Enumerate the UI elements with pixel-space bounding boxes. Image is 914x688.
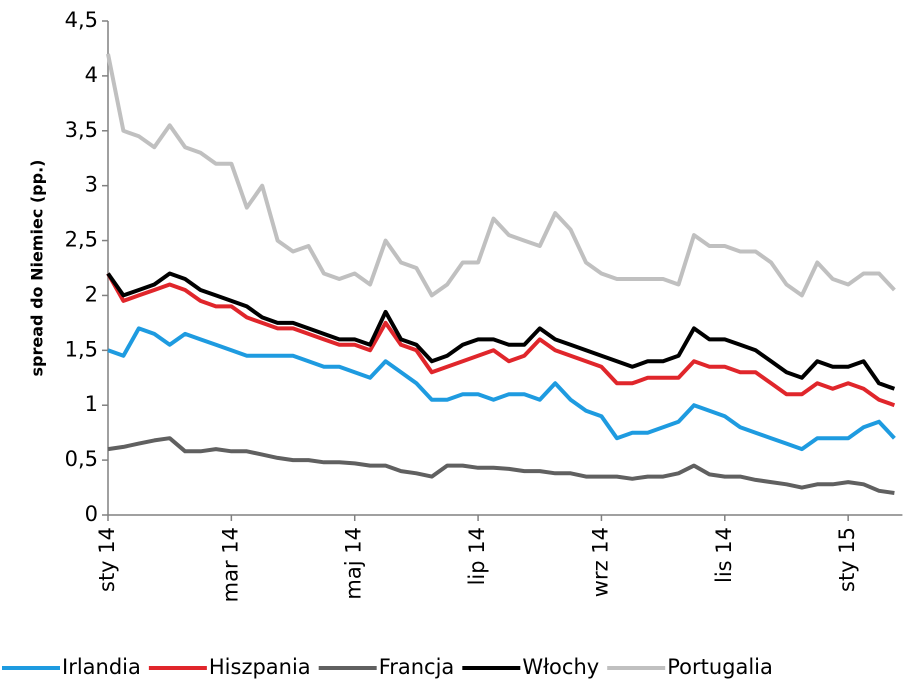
- y-tick-label: 2,5: [65, 228, 98, 252]
- series-line: [106, 272, 896, 408]
- series-line: [106, 271, 896, 391]
- y-tick-label: 1,5: [65, 337, 98, 361]
- y-tick-label: 3,5: [65, 118, 98, 142]
- y-tick-label: 4: [85, 63, 98, 87]
- y-tick-label: 3: [85, 173, 98, 197]
- x-tick-label: lip 14: [465, 527, 489, 585]
- series-line: [107, 436, 895, 495]
- y-tick-label: 0: [85, 502, 98, 526]
- legend-label: Irlandia: [62, 655, 141, 679]
- x-tick-label: lis 14: [712, 527, 736, 583]
- x-tick-label: sty 14: [95, 527, 119, 592]
- y-tick-label: 4,5: [65, 8, 98, 32]
- y-tick-label: 1: [85, 392, 98, 416]
- y-tick-label: 2: [85, 282, 98, 306]
- series-line: [107, 326, 896, 452]
- x-tick-label: mar 14: [218, 527, 242, 602]
- series-line: [106, 53, 896, 298]
- x-tick-label: sty 15: [835, 527, 859, 592]
- legend-label: Włochy: [522, 655, 599, 679]
- y-axis-label: spread do Niemiec (pp.): [28, 160, 47, 377]
- legend-label: Hiszpania: [209, 655, 311, 679]
- legend-label: Francja: [379, 655, 455, 679]
- x-tick-label: maj 14: [342, 527, 366, 600]
- legend-label: Portugalia: [667, 655, 773, 679]
- x-tick-label: wrz 14: [588, 527, 612, 597]
- y-tick-label: 0,5: [65, 447, 98, 471]
